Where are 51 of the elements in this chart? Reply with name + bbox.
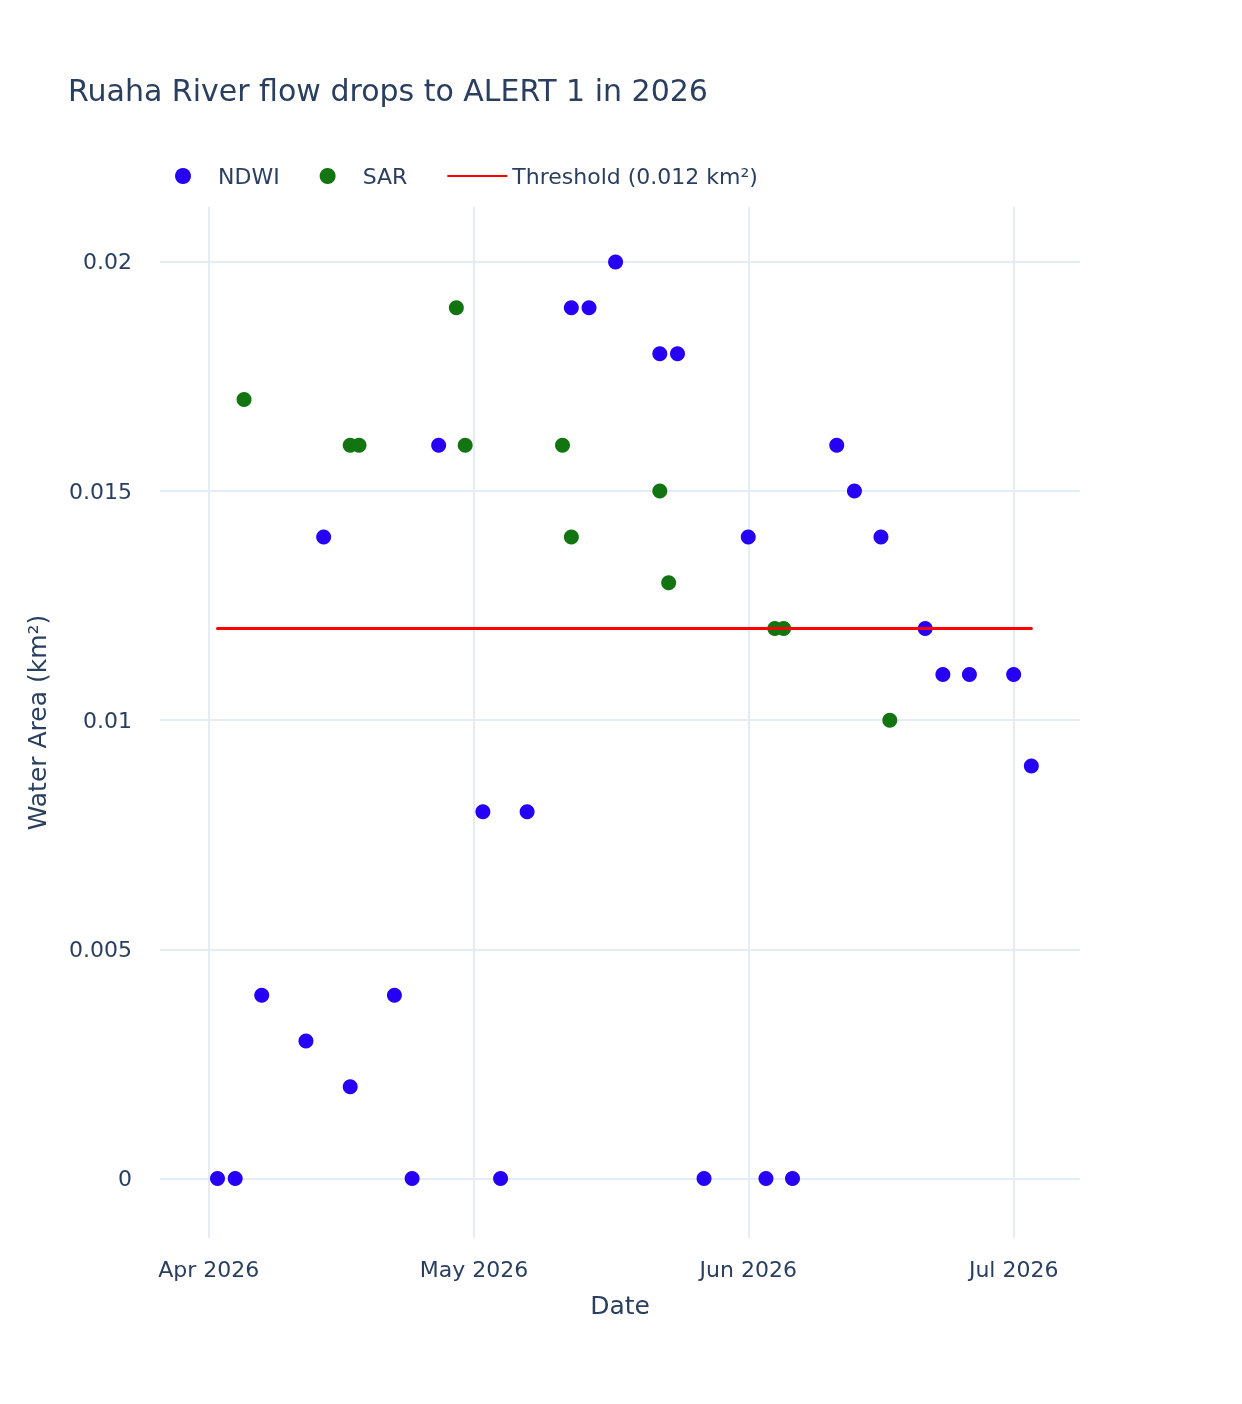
point [661,575,677,591]
legend-label: NDWI [218,163,280,189]
point [236,391,252,407]
point [563,529,579,545]
x-axis-title: Date [590,1291,650,1320]
point [882,712,898,728]
point [581,300,597,316]
point [342,1079,358,1095]
point [785,1170,800,1186]
point [431,437,447,453]
point [873,529,889,545]
point [846,483,862,499]
point [652,483,668,499]
point [758,1170,774,1186]
x-tick-label: May 2026 [419,1256,529,1282]
y-tick-label: 0.01 [83,707,132,733]
point [519,804,535,820]
y-axis-title: Water Area (km²) [23,614,52,831]
point [1006,666,1022,682]
legend-label: Threshold (0.012 km²) [511,163,758,189]
point [457,437,473,453]
y-tick-label: 0.015 [69,478,132,504]
point [475,804,491,820]
y-tick-label: 0 [118,1165,132,1191]
point [829,437,845,453]
point [555,437,570,453]
y-tick-label: 0.02 [83,249,132,275]
point [652,346,668,362]
point [298,1033,314,1049]
point [404,1170,420,1186]
point [696,1170,712,1186]
point [563,300,579,316]
point [935,666,951,682]
x-tick-label: Apr 2026 [158,1256,260,1282]
point [740,529,756,545]
point [448,300,464,316]
point [316,529,332,545]
point [254,987,270,1003]
x-tick-label: Jul 2026 [966,1256,1059,1282]
x-tick-label: Jun 2026 [697,1256,797,1282]
chart-title: Ruaha River flow drops to ALERT 1 in 2026 [68,72,708,108]
point [210,1170,225,1186]
y-tick-label: 0.005 [69,936,132,962]
point [493,1170,509,1186]
point [670,346,685,362]
point [961,666,977,682]
point [386,987,402,1003]
point [1023,758,1039,774]
legend-label: SAR [362,163,408,189]
point [608,254,624,270]
point [227,1170,243,1186]
